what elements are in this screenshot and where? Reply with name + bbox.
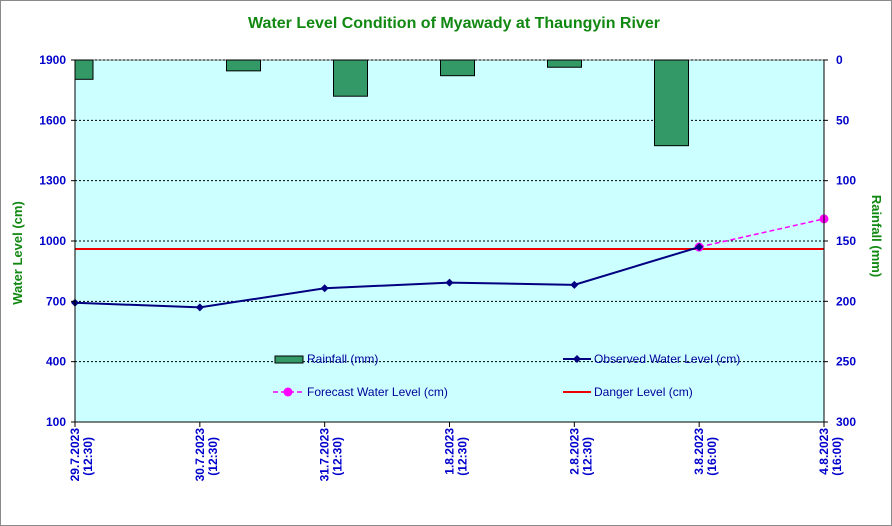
y-tick-label: 400 [46, 355, 66, 369]
y2-tick-label: 150 [836, 234, 856, 248]
x-tick-label: 2.8.2023(12:30) [567, 428, 594, 476]
observed-point [570, 280, 579, 289]
rainfall-bars [74, 59, 689, 147]
legend: Rainfall (mm) Observed Water Level (cm) Fo… [273, 352, 740, 399]
y-tick-label: 100 [46, 415, 66, 429]
y-axis-label: Water Level (cm) [10, 201, 25, 305]
axes: 100 400 700 1000 1300 1600 1900 0 50 100 150 200 250… [39, 53, 856, 481]
legend-observed-marker [573, 355, 581, 363]
x-tick-label: 29.7.2023(12:30) [68, 428, 95, 482]
observed-water-level-line [74, 246, 700, 309]
y2-axis-label: Rainfall (mm) [869, 195, 884, 277]
rainfall-bar [333, 59, 368, 97]
y2-tick-label: 200 [836, 294, 856, 308]
x-tick-label: 31.7.2023(12:30) [318, 428, 345, 482]
rainfall-bar [74, 59, 94, 80]
y2-tick-label: 100 [836, 174, 856, 188]
legend-danger-label: Danger Level (cm) [594, 385, 693, 399]
rainfall-bar [654, 59, 689, 147]
rainfall-bar [547, 59, 582, 68]
legend-rainfall-label: Rainfall (mm) [307, 352, 378, 366]
observed-point [195, 303, 204, 312]
rainfall-bar [440, 59, 475, 77]
gridlines [75, 59, 824, 363]
y2-tick-label: 50 [836, 113, 850, 127]
chart-title: Water Level Condition of Myawady at Thau… [248, 15, 660, 32]
legend-rainfall-swatch [274, 355, 304, 364]
y-tick-label: 1000 [39, 234, 66, 248]
y-tick-label: 1600 [39, 113, 66, 127]
legend-forecast-label: Forecast Water Level (cm) [307, 385, 448, 399]
x-tick-label: 4.8.2023(16:00) [817, 428, 844, 476]
y-tick-label: 1300 [39, 174, 66, 188]
x-tick-label: 1.8.2023(12:30) [443, 428, 470, 476]
observed-point [445, 278, 454, 287]
rainfall-bar [226, 59, 261, 72]
y2-tick-label: 250 [836, 355, 856, 369]
x-tick-label: 30.7.2023(12:30) [193, 428, 220, 482]
legend-forecast-marker [283, 387, 293, 397]
series-lines [71, 214, 829, 312]
y-tick-label: 700 [46, 294, 66, 308]
forecast-water-level-line [699, 218, 825, 248]
y-tick-label: 1900 [39, 53, 66, 67]
y2-tick-label: 300 [836, 415, 856, 429]
y2-tick-label: 0 [836, 53, 843, 67]
observed-point [320, 284, 329, 293]
legend-observed-label: Observed Water Level (cm) [594, 352, 740, 366]
x-tick-label: 3.8.2023(16:00) [692, 428, 719, 476]
observed-point [695, 243, 704, 252]
